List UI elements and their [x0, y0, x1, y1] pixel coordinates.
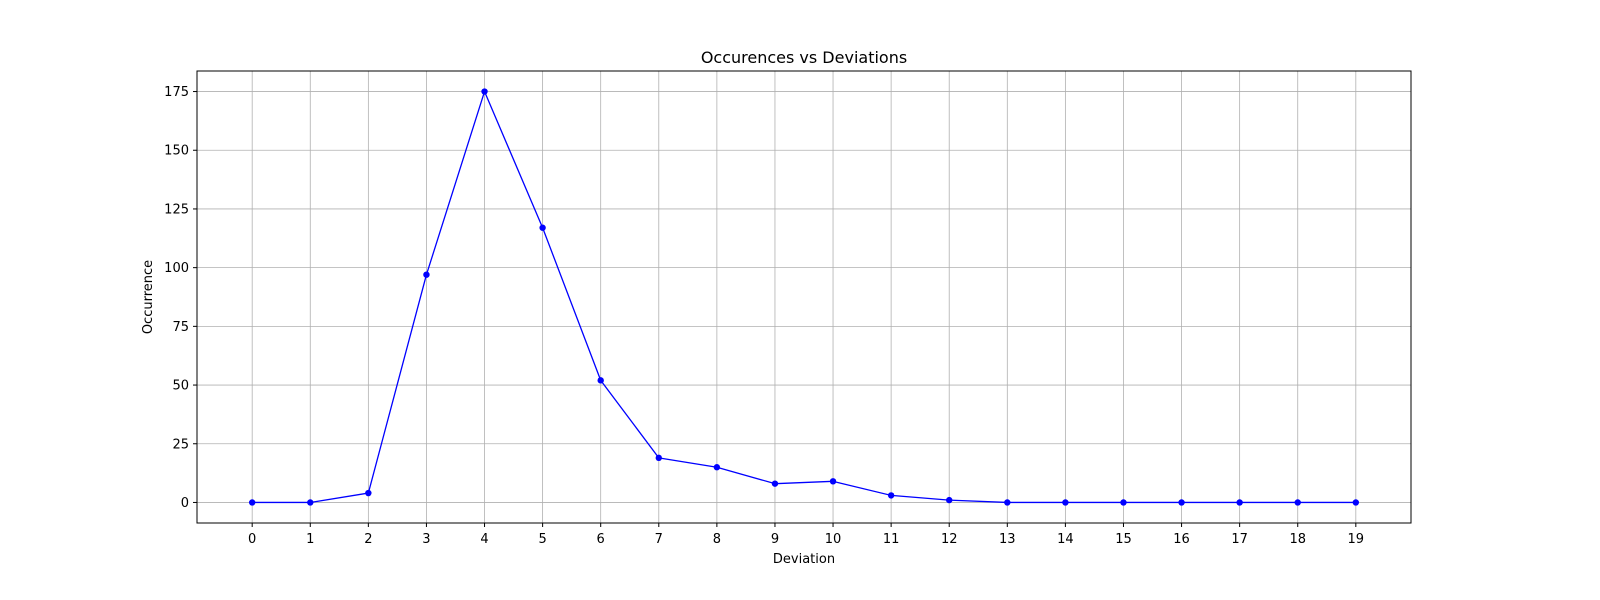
x-tick-label: 4 [480, 532, 488, 547]
data-point [1236, 499, 1243, 506]
chart-title: Occurences vs Deviations [701, 48, 907, 67]
data-point [423, 271, 430, 278]
data-point [597, 377, 604, 384]
data-point [1004, 499, 1011, 506]
x-tick-label: 16 [1173, 532, 1190, 547]
x-tick-label: 10 [825, 532, 842, 547]
y-tick-label: 175 [164, 85, 189, 100]
x-tick-label: 0 [248, 532, 256, 547]
data-point [829, 478, 837, 485]
series-line [252, 90, 1356, 504]
x-tick-label: 17 [1231, 532, 1248, 547]
data-point [248, 499, 256, 506]
y-tick-label: 0 [181, 496, 189, 511]
data-point [1352, 499, 1360, 506]
data-point [1178, 499, 1185, 506]
data-series [248, 88, 1360, 506]
data-point [1294, 499, 1301, 506]
data-point [713, 464, 721, 471]
y-tick-label: 125 [164, 202, 189, 217]
data-point [539, 224, 546, 231]
plot-area-frame [196, 70, 1412, 524]
x-tick-label: 3 [422, 532, 430, 547]
x-tick-label: 6 [597, 532, 605, 547]
x-axis-ticks: 0 1 2 3 4 5 6 7 8 9 10 11 12 13 14 15 16 17 18 19 [248, 523, 1364, 547]
x-tick-label: 7 [655, 532, 663, 547]
x-tick-label: 9 [771, 532, 779, 547]
x-axis-label: Deviation [773, 552, 835, 567]
data-point [887, 492, 895, 499]
x-tick-label: 14 [1057, 532, 1074, 547]
x-tick-label: 15 [1115, 532, 1132, 547]
y-tick-label: 75 [172, 320, 189, 335]
data-point [946, 496, 953, 504]
data-point [1120, 499, 1127, 506]
data-point [771, 480, 779, 487]
x-tick-label: 19 [1348, 532, 1365, 547]
y-tick-label: 100 [164, 261, 189, 276]
x-tick-label: 13 [999, 532, 1016, 547]
y-axis-label: Occurrence [141, 260, 156, 334]
y-tick-label: 50 [172, 379, 189, 394]
data-point [307, 499, 314, 506]
x-tick-label: 8 [713, 532, 721, 547]
x-tick-label: 12 [941, 532, 958, 547]
x-tick-label: 1 [306, 532, 314, 547]
data-point [655, 454, 662, 462]
grid-lines [197, 71, 1411, 523]
data-point [365, 489, 372, 497]
data-point [481, 88, 488, 95]
x-tick-label: 5 [538, 532, 546, 547]
x-tick-label: 18 [1289, 532, 1306, 547]
x-tick-label: 2 [364, 532, 372, 547]
y-axis-ticks: 0 25 50 75 100 125 150 175 [164, 85, 197, 511]
data-point [1062, 499, 1069, 506]
x-tick-label: 11 [883, 532, 900, 547]
y-tick-label: 150 [164, 144, 189, 159]
y-tick-label: 25 [172, 437, 189, 452]
